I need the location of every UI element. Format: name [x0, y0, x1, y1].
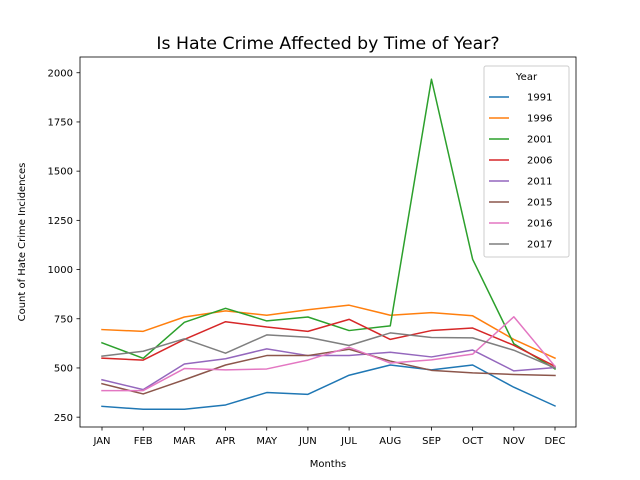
legend-title: Year — [515, 72, 538, 83]
series-line-1991 — [101, 364, 556, 411]
x-tick-label: MAY — [256, 436, 278, 447]
y-tick-label: 1750 — [48, 118, 73, 129]
x-tick-label: JUL — [340, 436, 357, 447]
x-tick-label: JUN — [298, 436, 317, 447]
series-line-2015 — [101, 348, 556, 395]
x-axis: JAN FEB MAR APR MAY JUN JUL AUG SEP OCT NOV DEC — [92, 427, 566, 447]
legend-box — [483, 65, 570, 258]
x-tick-label: APR — [216, 436, 236, 447]
series-line-2011 — [101, 348, 556, 391]
x-tick-label: SEP — [422, 436, 441, 447]
series-line-2016 — [101, 316, 557, 392]
plot-area — [79, 56, 577, 428]
series-lines — [101, 78, 557, 411]
legend-label: 2011 — [527, 177, 552, 188]
series-line-2017 — [101, 332, 556, 369]
y-axis-label: Count of Hate Crime Incidences — [17, 163, 28, 322]
chart-title: Is Hate Crime Affected by Time of Year? — [156, 34, 499, 54]
y-tick-label: 2000 — [48, 68, 73, 79]
legend-label: 2006 — [527, 156, 552, 167]
y-tick-label: 1250 — [48, 216, 73, 227]
legend-label: 2016 — [527, 219, 552, 230]
legend: Year 1991 1996 2001 2006 2011 2015 2016 2017 — [483, 65, 570, 258]
x-tick-label: MAR — [173, 436, 195, 447]
legend-label: 1991 — [527, 93, 552, 104]
series-line-1996 — [101, 304, 556, 360]
x-axis-label: Months — [310, 459, 347, 470]
x-tick-label: DEC — [544, 436, 565, 447]
x-tick-label: NOV — [503, 436, 525, 447]
y-tick-label: 500 — [54, 364, 73, 375]
plot-frame — [79, 56, 577, 428]
x-tick-label: JAN — [92, 436, 110, 447]
y-tick-label: 750 — [54, 314, 73, 325]
legend-label: 2015 — [527, 198, 552, 209]
y-axis: 250 500 750 1000 1250 1500 1750 2000 — [48, 68, 80, 424]
y-tick-label: 250 — [54, 413, 73, 424]
series-line-2001 — [101, 78, 557, 370]
legend-label: 2017 — [527, 240, 552, 251]
y-tick-label: 1000 — [48, 265, 73, 276]
x-tick-label: FEB — [134, 436, 153, 447]
legend-label: 2001 — [527, 135, 552, 146]
series-line-2006 — [101, 318, 557, 368]
y-tick-label: 1500 — [48, 167, 73, 178]
x-tick-label: OCT — [462, 436, 484, 447]
x-tick-label: AUG — [379, 436, 401, 447]
legend-label: 1996 — [527, 114, 552, 125]
